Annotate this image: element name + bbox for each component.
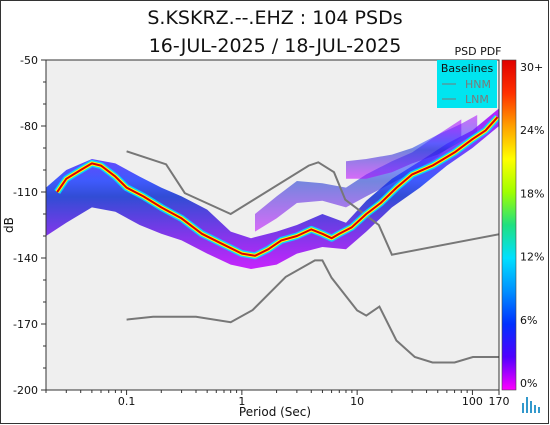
legend: Baselines HNM LNM	[437, 60, 497, 108]
density-bands	[46, 108, 499, 270]
colorbar-ticks: 30+ 24% 18% 12% 6% 0%	[520, 61, 544, 390]
legend-title: Baselines	[441, 62, 494, 75]
colorbar-tick-label: 12%	[520, 251, 544, 264]
lnm-line	[126, 259, 499, 364]
y-tick-label: -80	[20, 120, 38, 133]
y-tick-label: -110	[13, 186, 38, 199]
x-tick-label: 100	[462, 395, 483, 408]
colorbar-tick-label: 18%	[520, 187, 544, 200]
legend-label-lnm: LNM	[465, 93, 489, 106]
colorbar	[501, 59, 517, 391]
x-tick-label: 1	[238, 395, 245, 408]
x-axis: 0.1 1 10 100 170	[45, 390, 510, 408]
chart-title-line1: S.KSKRZ.--.EHZ : 104 PSDs	[147, 7, 403, 29]
colorbar-tick-label: 6%	[520, 314, 537, 327]
y-tick-label: -200	[13, 384, 38, 397]
y-axis-label: dB	[2, 217, 16, 233]
density-band-2	[346, 115, 478, 179]
y-tick-label: -50	[20, 54, 38, 67]
series-lines	[54, 114, 499, 364]
x-axis-label: Period (Sec)	[239, 405, 311, 419]
plot-area	[46, 60, 499, 390]
hnm-line	[126, 150, 499, 256]
chart-title-line2: 16-JUL-2025 / 18-JUL-2025	[148, 35, 402, 57]
x-tick-label: 0.1	[118, 395, 136, 408]
colorbar-title: PSD PDF	[454, 45, 501, 58]
density-band-0	[46, 108, 499, 270]
colorbar-tick-label: 24%	[520, 124, 544, 137]
app-logo-icon	[522, 397, 540, 413]
colorbar-tick-label: 0%	[520, 377, 537, 390]
y-tick-label: -140	[13, 252, 38, 265]
colorbar-tick-label: 30+	[520, 61, 543, 74]
y-axis: -50 -80 -110 -140 -170 -200	[13, 54, 46, 397]
legend-label-hnm: HNM	[465, 78, 491, 91]
x-tick-label: 170	[489, 395, 510, 408]
y-tick-label: -170	[13, 318, 38, 331]
mode-line	[56, 116, 499, 257]
plot-border	[45, 59, 500, 391]
x-tick-label: 10	[350, 395, 364, 408]
